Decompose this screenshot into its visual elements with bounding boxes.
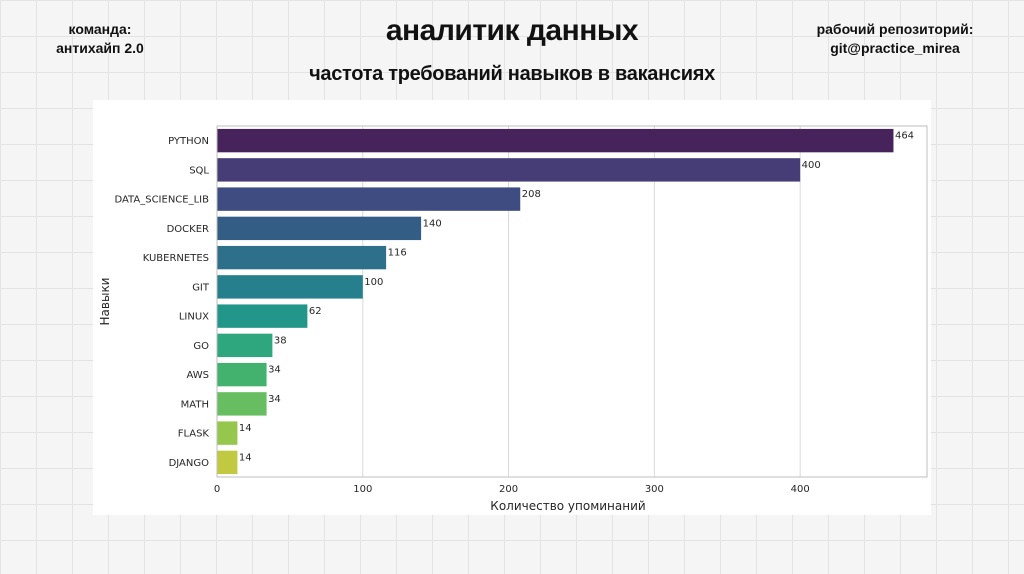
value-label: 116 [388,248,407,259]
bar-git [217,275,363,299]
value-label: 400 [802,160,821,171]
bar-python [217,128,894,153]
bar-math [217,392,267,416]
repo-block: рабочий репозиторий: git@practice_mirea [800,20,990,58]
category-label: GIT [192,282,210,293]
category-label: GO [193,341,209,352]
team-name: антихайп 2.0 [56,40,144,56]
bar-sql [217,158,801,182]
value-label: 62 [309,306,322,317]
bar-go [217,333,273,358]
y-axis-label: Навыки [98,278,112,326]
team-label: команда: [68,21,132,37]
value-label: 100 [364,277,383,288]
bar-chart: PYTHON 464 SQL 400 DATA_SCIENCE_LIB 208 DOCKER… [98,125,928,513]
x-tick-label: 300 [645,484,664,495]
category-label: PYTHON [168,136,209,147]
chart-panel: PYTHON 464 SQL 400 DATA_SCIENCE_LIB 208 DOCKER… [93,100,931,515]
bar-data_science_lib [217,187,521,211]
page-title: аналитик данных [385,14,639,47]
category-label: KUBERNETES [143,253,209,264]
x-tick-label: 200 [499,484,518,495]
value-label: 14 [239,452,252,463]
x-tick-label: 400 [791,484,810,495]
value-label: 34 [268,365,281,376]
category-label: DATA_SCIENCE_LIB [114,195,209,206]
plot-frame [216,125,928,478]
bar-flask [217,421,238,445]
category-label: FLASK [178,429,210,440]
value-label: 34 [268,394,281,405]
category-label: LINUX [179,312,209,323]
category-label: AWS [186,370,209,381]
category-label: MATH [181,399,209,410]
category-label: SQL [189,165,209,176]
category-label: DOCKER [167,224,209,235]
value-label: 38 [274,335,287,346]
bar-linux [217,304,308,328]
value-label: 208 [522,189,541,200]
x-axis-label: Количество упоминаний [490,499,645,513]
page-subtitle: частота требований навыков в вакансиях [309,63,715,85]
category-label: DJANGO [169,458,210,469]
value-label: 464 [895,131,914,142]
bar-django [217,450,238,475]
repo-label: рабочий репозиторий: [816,21,974,37]
bar-aws [217,362,267,387]
bar-kubernetes [217,245,387,270]
value-label: 14 [239,423,252,434]
bar-docker [217,216,422,241]
repo-name: git@practice_mirea [830,40,960,56]
value-label: 140 [423,218,442,229]
x-tick-label: 100 [353,484,372,495]
team-block: команда: антихайп 2.0 [40,20,160,58]
x-tick-label: 0 [214,484,220,495]
